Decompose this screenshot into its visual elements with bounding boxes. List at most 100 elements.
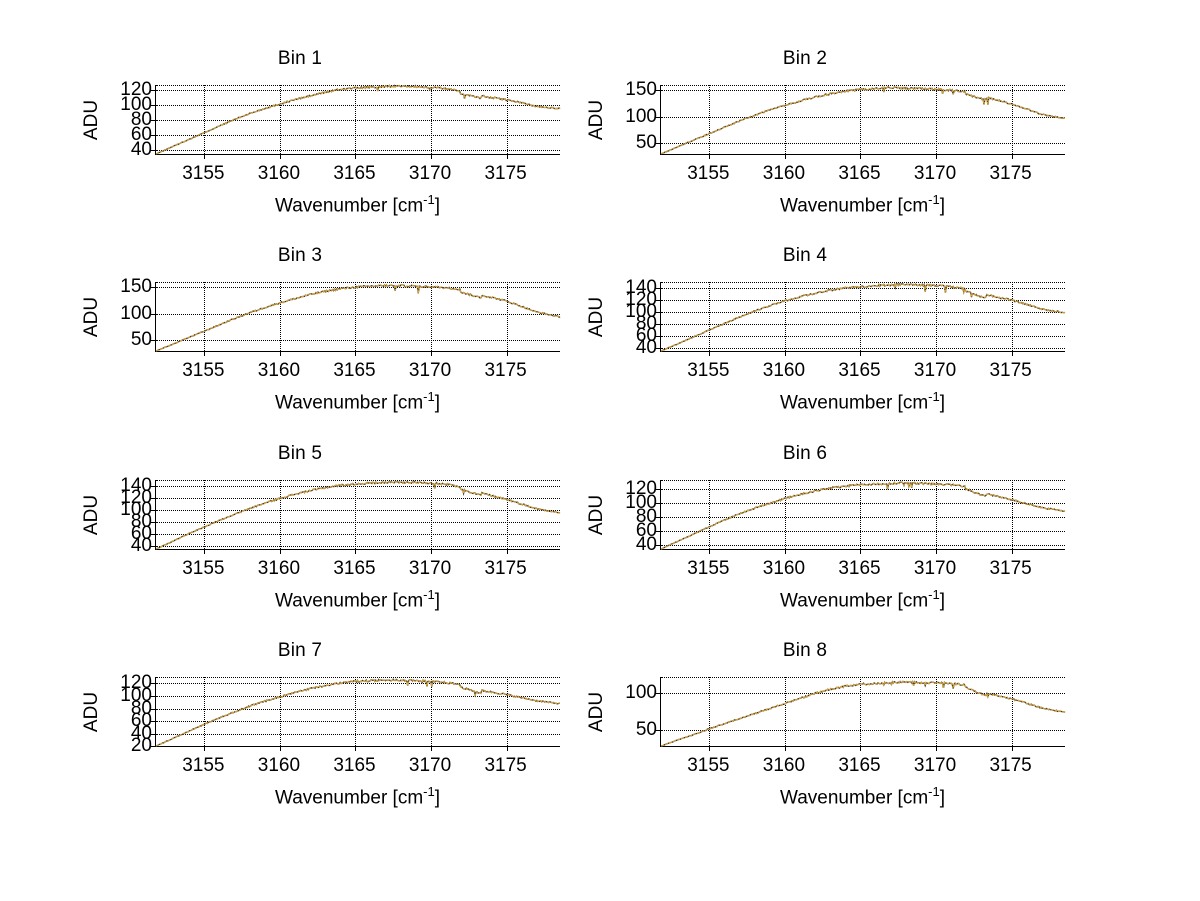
y-tick-mark bbox=[656, 300, 661, 302]
spectrum-curve bbox=[155, 678, 561, 747]
x-tick-label: 3170 bbox=[408, 163, 452, 184]
y-tick-mark bbox=[151, 149, 156, 151]
x-tick-mark bbox=[860, 154, 862, 159]
y-tick-mark bbox=[151, 708, 156, 710]
x-tick-mark bbox=[506, 154, 508, 159]
spectrum-curve bbox=[660, 85, 1066, 155]
y-tick-label: 20 bbox=[130, 735, 152, 757]
x-tick-mark bbox=[1011, 154, 1013, 159]
y-tick-mark bbox=[656, 90, 661, 92]
spectrum-line bbox=[660, 86, 1066, 155]
x-axis-label: Wavenumber [cm-1] bbox=[660, 784, 1065, 809]
x-tick-mark bbox=[279, 351, 281, 356]
x-tick-mark bbox=[936, 549, 938, 554]
spectrum-line bbox=[155, 84, 561, 155]
y-tick-label: 50 bbox=[635, 132, 657, 154]
x-tick-label: 3175 bbox=[484, 755, 527, 776]
x-tick-label: 3155 bbox=[687, 360, 730, 381]
spectrum-curve bbox=[155, 84, 561, 155]
y-tick-label: 60 bbox=[635, 520, 657, 542]
x-tick-mark bbox=[1011, 351, 1013, 356]
y-tick-label: 40 bbox=[635, 337, 657, 359]
spectrum-underlay-line bbox=[660, 85, 1066, 155]
subplot-title: Bin 7 bbox=[277, 640, 323, 661]
x-tick-mark bbox=[506, 351, 508, 356]
y-tick-label: 100 bbox=[625, 105, 657, 127]
x-tick-labels: 3155 3160 3165 3170 3175 bbox=[155, 360, 560, 386]
x-tick-label: 3155 bbox=[182, 360, 225, 381]
x-tick-mark bbox=[431, 154, 433, 159]
x-axis-label-text: Wavenumber [cm bbox=[274, 195, 424, 217]
y-tick-label: 100 bbox=[625, 492, 657, 514]
x-axis-label-text: Wavenumber [cm bbox=[779, 195, 929, 217]
y-tick-label: 140 bbox=[120, 475, 152, 497]
subplot-bin-8: Bin 8 ADU 50 100 3155 3160 3165 3170 3175 Wavenum… bbox=[505, 640, 1105, 840]
x-axis-label-exponent: -1 bbox=[423, 587, 435, 602]
y-tick-label: 80 bbox=[130, 511, 152, 533]
subplot-bin-4: Bin 4 ADU 40 60 80 100 120 140 3155 3160 3165 3170 3… bbox=[505, 245, 1105, 445]
y-tick-mark bbox=[656, 489, 661, 491]
subplot-title: Bin 8 bbox=[782, 640, 828, 661]
y-tick-label: 100 bbox=[120, 684, 152, 706]
x-tick-label: 3170 bbox=[913, 558, 957, 579]
x-axis-label-bracket: ] bbox=[434, 195, 440, 217]
y-tick-labels: 50 100 150 bbox=[88, 276, 152, 352]
x-axis-label-exponent: -1 bbox=[423, 192, 435, 207]
x-tick-mark bbox=[860, 549, 862, 554]
plot-axes bbox=[151, 84, 561, 159]
x-axis-label-bracket: ] bbox=[434, 787, 440, 809]
x-tick-mark bbox=[784, 154, 786, 159]
x-tick-label: 3155 bbox=[182, 755, 225, 776]
y-tick-label: 40 bbox=[130, 138, 152, 160]
x-tick-label: 3155 bbox=[687, 558, 730, 579]
x-tick-mark bbox=[355, 746, 357, 751]
x-axis-label-bracket: ] bbox=[434, 392, 440, 414]
x-tick-label: 3155 bbox=[687, 755, 730, 776]
subplot-bin-6: Bin 6 ADU 40 60 80 100 120 3155 3160 3165 3170 3175… bbox=[505, 443, 1105, 643]
y-tick-label: 150 bbox=[120, 276, 152, 298]
x-tick-mark bbox=[860, 351, 862, 356]
subplot-title: Bin 2 bbox=[782, 48, 828, 69]
plot-axes bbox=[151, 677, 561, 751]
y-tick-labels: 40 60 80 100 120 140 bbox=[593, 277, 657, 358]
y-tick-label: 40 bbox=[635, 534, 657, 556]
y-tick-label: 80 bbox=[130, 697, 152, 719]
y-tick-mark bbox=[151, 498, 156, 500]
y-tick-mark bbox=[656, 312, 661, 314]
y-tick-mark bbox=[656, 143, 661, 145]
x-tick-label: 3160 bbox=[762, 755, 806, 776]
y-tick-label: 50 bbox=[130, 329, 152, 351]
x-tick-label: 3175 bbox=[484, 163, 527, 184]
x-axis-label-text: Wavenumber [cm bbox=[274, 590, 424, 612]
y-tick-label: 120 bbox=[120, 79, 152, 101]
y-tick-labels: 50 100 150 bbox=[593, 79, 657, 155]
x-axis-label-exponent: -1 bbox=[928, 192, 940, 207]
x-tick-mark bbox=[1011, 746, 1013, 751]
x-tick-label: 3160 bbox=[257, 163, 301, 184]
y-tick-mark bbox=[151, 134, 156, 136]
plot-axes bbox=[656, 282, 1066, 356]
x-tick-label: 3160 bbox=[762, 360, 806, 381]
spectrum-underlay-line bbox=[660, 481, 1066, 550]
x-axis-label-bracket: ] bbox=[434, 590, 440, 612]
x-axis-label-text: Wavenumber [cm bbox=[274, 787, 424, 809]
spectrum-line bbox=[660, 282, 1066, 352]
spectrum-line bbox=[660, 481, 1066, 550]
x-axis-label-bracket: ] bbox=[939, 590, 945, 612]
y-tick-mark bbox=[656, 116, 661, 118]
y-tick-label: 120 bbox=[120, 672, 152, 694]
x-axis-label: Wavenumber [cm-1] bbox=[155, 389, 560, 414]
x-tick-mark bbox=[355, 351, 357, 356]
x-tick-mark bbox=[431, 549, 433, 554]
spectrum-curve bbox=[660, 481, 1066, 550]
x-tick-label: 3160 bbox=[762, 163, 806, 184]
x-tick-labels: 3155 3160 3165 3170 3175 bbox=[660, 558, 1065, 584]
y-tick-labels: 20 40 60 80 100 120 bbox=[88, 672, 152, 756]
spectrum-underlay-line bbox=[660, 282, 1066, 352]
y-tick-label: 120 bbox=[625, 478, 657, 500]
x-tick-mark bbox=[709, 549, 711, 554]
y-tick-label: 60 bbox=[130, 710, 152, 732]
x-tick-labels: 3155 3160 3165 3170 3175 bbox=[155, 755, 560, 781]
x-axis-label-text: Wavenumber [cm bbox=[274, 392, 424, 414]
spectrum-line bbox=[155, 480, 561, 550]
